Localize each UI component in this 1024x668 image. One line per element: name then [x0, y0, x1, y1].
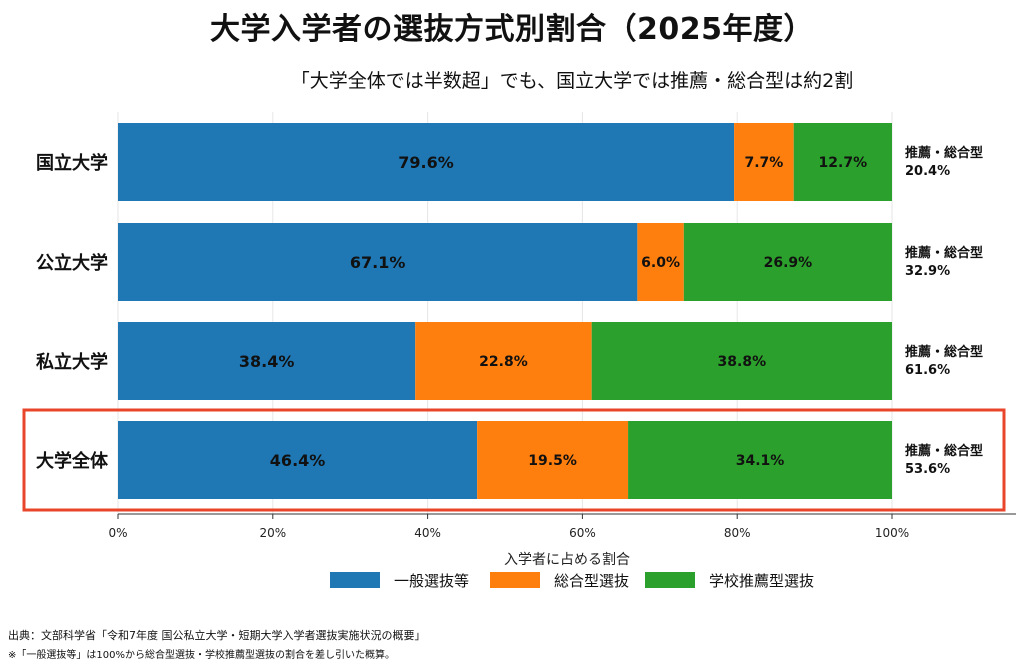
data-label: 22.8% — [479, 354, 528, 370]
bar-segment — [118, 223, 638, 301]
x-tick-label: 100% — [875, 526, 909, 540]
side-label-value: 61.6% — [905, 363, 950, 378]
chart-title: 大学入学者の選抜方式別割合（2025年度） — [210, 12, 814, 47]
bar-segment — [415, 322, 592, 400]
bar-segment — [637, 223, 684, 301]
data-label: 19.5% — [528, 453, 577, 469]
bar-segment — [793, 123, 892, 201]
side-label-title: 推薦・総合型 — [905, 344, 983, 360]
side-label-value: 20.4% — [905, 164, 950, 179]
data-label: 12.7% — [819, 155, 868, 171]
data-label: 34.1% — [736, 453, 785, 469]
x-tick-label: 40% — [414, 526, 441, 540]
legend-label-comprehensive: 総合型選抜 — [554, 571, 630, 590]
data-label: 7.7% — [744, 155, 783, 171]
bar-segment — [591, 322, 892, 400]
data-label: 67.1% — [350, 253, 406, 272]
legend-label-school-recommendation: 学校推薦型選抜 — [709, 571, 815, 590]
bar-segment — [734, 123, 794, 201]
legend-item-general: 一般選抜等 — [330, 568, 469, 592]
highlight-box — [22, 408, 1006, 512]
bar-segment — [118, 421, 478, 499]
category-label: 私立大学 — [36, 351, 108, 373]
legend-swatch-school-recommendation — [645, 572, 695, 588]
note-footnote: ※「一般選抜等」は100%から総合型選抜・学校推薦型選抜の割合を差し引いた概算。 — [8, 650, 395, 661]
chart-subtitle: 「大学全体では半数超」でも、国立大学では推薦・総合型は約2割 — [290, 70, 854, 92]
x-tick-label: 20% — [259, 526, 286, 540]
legend-swatch-comprehensive — [490, 572, 540, 588]
bar-segment — [118, 322, 416, 400]
bar-segment — [477, 421, 629, 499]
data-label: 38.4% — [239, 352, 295, 371]
side-label-value: 32.9% — [905, 264, 950, 279]
bar-segment — [628, 421, 892, 499]
x-tick-label: 60% — [569, 526, 596, 540]
x-axis-title: 入学者に占める割合 — [504, 551, 630, 568]
legend: 一般選抜等 総合型選抜 学校推薦型選抜 — [0, 568, 1024, 592]
data-label: 26.9% — [764, 255, 813, 271]
source-footnote: 出典：文部科学省「令和7年度 国公私立大学・短期大学入学者選抜実施状況の概要」 — [8, 629, 426, 642]
data-label: 38.8% — [718, 354, 767, 370]
category-label: 公立大学 — [36, 252, 108, 274]
data-label: 79.6% — [398, 153, 454, 172]
legend-item-school-recommendation: 学校推薦型選抜 — [645, 568, 814, 592]
side-label-title: 推薦・総合型 — [905, 443, 983, 459]
bar-segment — [683, 223, 892, 301]
side-label-title: 推薦・総合型 — [905, 245, 983, 261]
data-label: 6.0% — [641, 255, 680, 271]
legend-item-comprehensive: 総合型選抜 — [490, 568, 629, 592]
bar-segment — [118, 123, 735, 201]
side-label-title: 推薦・総合型 — [905, 145, 983, 161]
data-label: 46.4% — [270, 451, 326, 470]
x-tick-label: 0% — [108, 526, 127, 540]
category-label: 国立大学 — [36, 152, 108, 174]
legend-label-general: 一般選抜等 — [394, 571, 470, 590]
category-label: 大学全体 — [36, 450, 109, 472]
side-label-value: 53.6% — [905, 462, 950, 477]
legend-swatch-general — [330, 572, 380, 588]
x-tick-label: 80% — [724, 526, 751, 540]
